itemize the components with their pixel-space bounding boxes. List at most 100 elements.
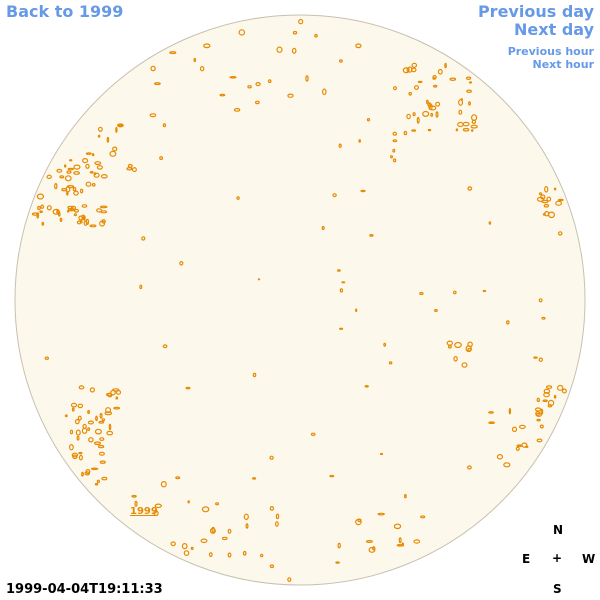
contour-mark	[276, 46, 283, 53]
contour-mark	[97, 444, 105, 449]
contour-mark	[109, 150, 117, 157]
contour-mark	[66, 185, 75, 189]
contour-mark	[227, 552, 232, 558]
contour-mark	[105, 407, 112, 414]
back-to-year-link[interactable]: Back to 1999	[6, 2, 124, 21]
contour-mark	[64, 175, 72, 182]
contour-mark	[390, 155, 394, 159]
contour-mark	[496, 453, 503, 460]
contour-mark	[77, 415, 82, 421]
contour-mark	[85, 181, 92, 187]
contour-mark	[369, 233, 374, 237]
contour-mark	[59, 175, 65, 179]
contour-mark	[541, 316, 546, 320]
contour-mark	[432, 74, 437, 80]
contour-mark	[260, 553, 264, 558]
contour-mark	[429, 105, 437, 111]
contour-mark	[78, 215, 84, 221]
contour-mark	[534, 407, 542, 412]
contour-mark	[141, 236, 146, 241]
contour-mark	[68, 444, 74, 451]
contour-mark	[181, 542, 188, 550]
year-link[interactable]: 1999	[130, 506, 158, 517]
contour-mark	[37, 205, 41, 211]
contour-mark	[100, 174, 108, 179]
contour-mark	[555, 200, 562, 206]
contour-mark	[310, 432, 316, 436]
contour-mark	[396, 543, 403, 547]
next-hour-link[interactable]: Next hour	[532, 58, 595, 71]
contour-mark	[392, 131, 398, 136]
contour-mark	[63, 164, 67, 168]
contour-mark	[457, 121, 464, 128]
contour-mark	[444, 62, 447, 69]
contour-mark	[321, 88, 327, 96]
contour-mark	[70, 402, 78, 408]
contour-mark	[467, 186, 473, 191]
contour-mark	[414, 85, 420, 90]
contour-mark	[466, 76, 472, 80]
contour-mark	[269, 455, 274, 460]
contour-mark	[435, 101, 441, 107]
contour-mark	[269, 564, 275, 569]
contour-mark	[314, 33, 318, 38]
contour-mark	[404, 494, 407, 499]
contour-mark	[460, 98, 463, 101]
contour-mark	[233, 107, 241, 112]
contour-mark	[368, 546, 376, 553]
contour-mark	[335, 561, 340, 564]
contour-mark	[99, 412, 103, 419]
contour-mark	[545, 385, 553, 389]
contour-mark	[40, 204, 45, 209]
contour-mark	[193, 57, 197, 63]
contour-mark	[413, 539, 421, 544]
contour-mark	[66, 170, 72, 174]
contour-mark	[255, 81, 261, 87]
contour-mark	[90, 467, 99, 471]
contour-mark	[134, 500, 138, 507]
contour-mark	[95, 415, 98, 422]
contour-mark	[403, 130, 408, 136]
contour-mark	[341, 281, 346, 284]
contour-mark	[466, 89, 472, 93]
contour-mark	[211, 526, 215, 534]
contour-mark	[85, 218, 90, 225]
contour-mark	[365, 539, 373, 543]
contour-mark	[71, 452, 79, 458]
previous-hour-link[interactable]: Previous hour	[507, 45, 594, 58]
contour-mark	[292, 30, 298, 35]
contour-mark	[126, 167, 133, 171]
previous-day-link[interactable]: Previous day	[477, 2, 594, 21]
contour-mark	[401, 542, 404, 547]
contour-mark	[54, 183, 58, 190]
contour-mark	[462, 127, 470, 132]
contour-mark	[200, 538, 208, 544]
contour-mark	[81, 204, 88, 208]
contour-mark	[79, 188, 84, 194]
contour-mark	[71, 407, 75, 412]
contour-mark	[227, 528, 232, 534]
contour-mark	[393, 523, 402, 530]
contour-mark	[467, 347, 472, 352]
contour-mark	[449, 77, 457, 81]
contour-mark	[416, 116, 420, 124]
contour-mark	[73, 208, 80, 213]
contour-mark	[78, 454, 83, 461]
contour-mark	[458, 109, 463, 115]
contour-mark	[392, 148, 396, 153]
contour-mark	[245, 523, 249, 529]
contour-mark	[275, 513, 280, 520]
contour-mark	[511, 426, 518, 433]
contour-mark	[219, 93, 226, 97]
contour-mark	[83, 220, 88, 226]
next-day-link[interactable]: Next day	[514, 20, 594, 39]
contour-mark	[393, 86, 398, 91]
contour-mark	[72, 454, 78, 460]
contour-mark	[99, 220, 106, 227]
contour-mark	[104, 411, 113, 416]
contour-mark	[536, 196, 545, 202]
contour-mark	[190, 546, 194, 551]
contour-mark	[412, 112, 416, 117]
contour-mark	[392, 158, 397, 163]
